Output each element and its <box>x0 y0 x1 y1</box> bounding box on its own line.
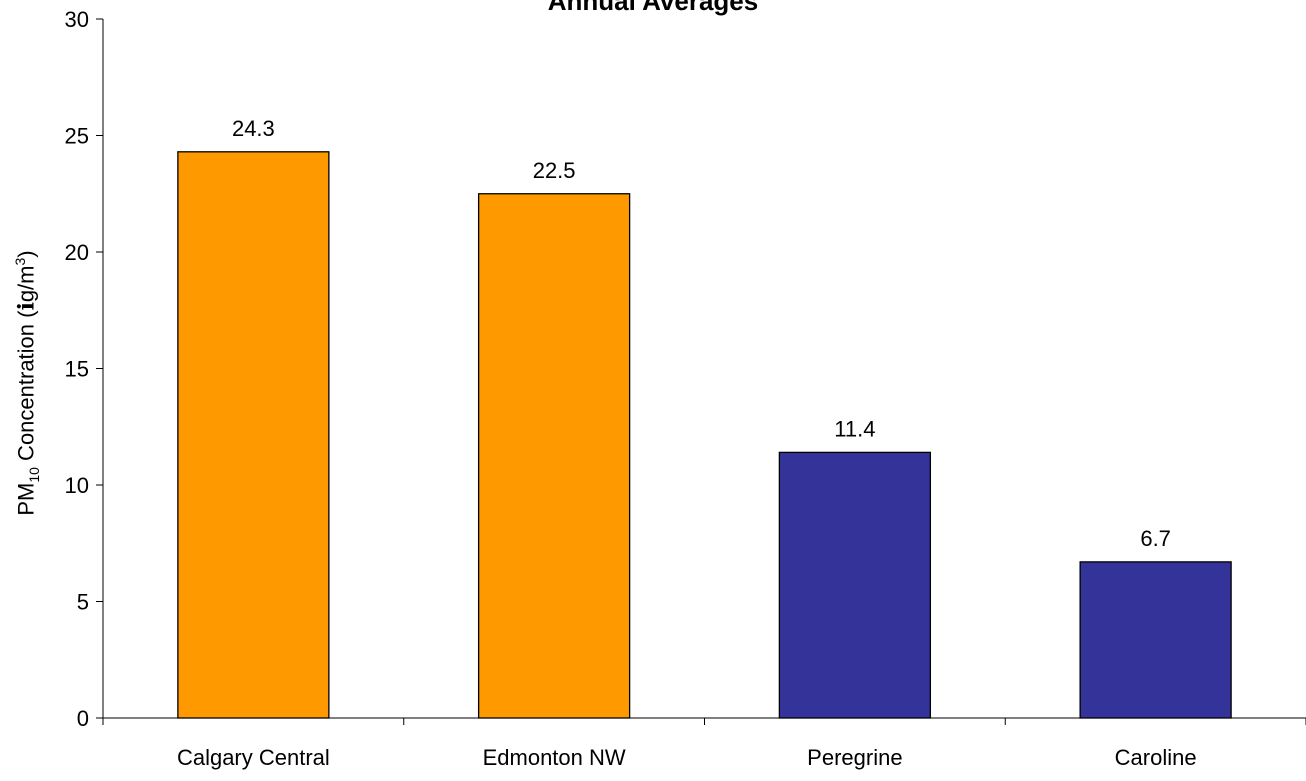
bar-value-label: 24.3 <box>232 116 275 141</box>
x-category-label: Edmonton NW <box>483 745 626 770</box>
y-tick-label: 30 <box>65 7 89 32</box>
y-tick-label: 20 <box>65 240 89 265</box>
bar-peregrine <box>778 451 932 719</box>
x-category-label: Caroline <box>1115 745 1197 770</box>
x-category-label: Peregrine <box>807 745 902 770</box>
bar-value-label: 22.5 <box>533 158 576 183</box>
y-axis-label: PM10 Concentration (ℹg/m3) <box>12 250 42 516</box>
x-category-label: Calgary Central <box>177 745 330 770</box>
y-tick-label: 10 <box>65 473 89 498</box>
y-tick-label: 15 <box>65 357 89 382</box>
chart-title: Annual Averages <box>547 0 759 16</box>
y-tick-label: 25 <box>65 124 89 149</box>
y-tick-label: 5 <box>77 590 89 615</box>
bar-caroline <box>1079 561 1232 719</box>
bar-value-label: 11.4 <box>834 416 875 441</box>
bar-edmonton-nw <box>477 193 631 719</box>
bar-calgary-central <box>177 151 330 719</box>
y-tick-label: 0 <box>77 706 89 731</box>
bar-value-label: 6.7 <box>1140 526 1171 551</box>
